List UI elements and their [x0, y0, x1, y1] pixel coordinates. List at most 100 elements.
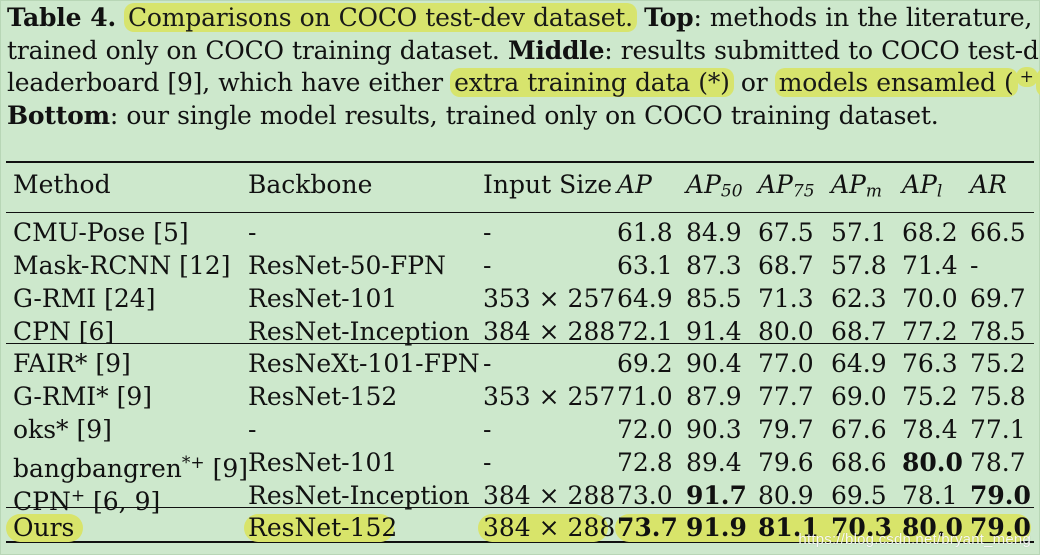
- row-highlight-2: [244, 514, 394, 542]
- cell-ap75: 71.3: [758, 284, 814, 313]
- table-header-row: Method Backbone Input Size AP AP50 AP75 …: [6, 169, 1034, 202]
- caption-segment: ).: [1035, 68, 1040, 97]
- cell-method: CPN [6]: [13, 317, 115, 346]
- header-rule: [6, 212, 1034, 213]
- caption-segment: [636, 3, 644, 32]
- cell-backbone: ResNet-152: [248, 382, 398, 411]
- cell-input-size: 384 × 288: [483, 481, 616, 510]
- caption-segment: models ensamled (: [774, 68, 1018, 97]
- cell-method: Mask-RCNN [12]: [13, 251, 231, 280]
- cell-input-size: 353 × 257: [483, 382, 616, 411]
- cell-ar: 78.7: [970, 448, 1026, 477]
- cell-input-size: -: [483, 349, 492, 378]
- cell-ap50: 91.7: [686, 481, 747, 510]
- cell-apm: 57.8: [831, 251, 887, 280]
- cell-method: CMU-Pose [5]: [13, 218, 189, 247]
- header-apl: APl: [902, 169, 974, 208]
- cell-ap: 72.1: [617, 317, 673, 346]
- cell-ar: 75.2: [970, 349, 1026, 378]
- cell-apm: 68.7: [831, 317, 887, 346]
- table-row: CPN [6] ResNet-Inception 384 × 288 72.1 91.4…: [6, 316, 1034, 348]
- header-backbone: Backbone: [248, 170, 373, 199]
- cell-ap: 72.0: [617, 415, 673, 444]
- cell-ap50: 87.3: [686, 251, 742, 280]
- header-apl-sub: l: [936, 181, 943, 202]
- method-superscript: *+: [181, 453, 205, 473]
- caption-segment: Middle: [507, 35, 605, 65]
- cell-apm: 67.6: [831, 415, 887, 444]
- cell-method: G-RMI* [9]: [13, 382, 153, 411]
- cell-ap50: 84.9: [686, 218, 742, 247]
- cell-ap50: 90.3: [686, 415, 742, 444]
- cell-input-size: -: [483, 415, 492, 444]
- caption-segment: Comparisons on COCO test-dev dataset.: [124, 3, 637, 32]
- cell-backbone: ResNeXt-101-FPN: [248, 349, 480, 378]
- caption-segment: Table 4.: [7, 3, 125, 32]
- cell-ap: 61.8: [617, 218, 673, 247]
- cell-ap50: 91.9: [686, 513, 747, 542]
- cell-ap50: 91.4: [686, 317, 742, 346]
- caption-line-1: Table 4. Comparisons on COCO test-dev da…: [7, 2, 1035, 35]
- cell-apm: 68.6: [831, 448, 887, 477]
- table-row: CMU-Pose [5] - - 61.8 84.9 67.5 57.1 68.2 66.5: [6, 217, 1034, 249]
- table-row: G-RMI [24] ResNet-101 353 × 257 64.9 85.5 71.…: [6, 283, 1034, 315]
- cell-ap50: 87.9: [686, 382, 742, 411]
- caption-segment: or: [732, 68, 776, 97]
- cell-ap50: 85.5: [686, 284, 742, 313]
- header-apl-main: AP: [902, 170, 937, 199]
- header-input-size: Input Size: [483, 170, 613, 199]
- cell-apl: 70.0: [902, 284, 958, 313]
- table-row: CPN+ [6, 9] ResNet-Inception 384 × 288 73.0…: [6, 480, 1034, 516]
- cell-method: oks* [9]: [13, 415, 112, 444]
- cell-apl: 71.4: [902, 251, 958, 280]
- table-row: oks* [9] - - 72.0 90.3 79.7 67.6 78.4 77.1: [6, 414, 1034, 446]
- header-ap50-sub: 50: [720, 181, 743, 202]
- header-ap50: AP50: [686, 169, 758, 208]
- caption-segment: extra training data (*): [450, 68, 734, 97]
- cell-ap: 69.2: [617, 349, 673, 378]
- watermark: https://blog.csdn.net/bryant_meng: [798, 531, 1031, 548]
- cell-ar: 79.0: [970, 481, 1031, 510]
- caption-line-3: leaderboard [9], which have either extra…: [7, 66, 1040, 100]
- caption-segment: : results submitted to COCO test-dev: [604, 35, 1040, 65]
- cell-ap75: 77.7: [758, 382, 814, 411]
- cell-ap50: 90.4: [686, 349, 742, 378]
- row-highlight-4: [615, 514, 1031, 542]
- caption-line-4: Bottom: our single model results, traine…: [7, 100, 1035, 133]
- cell-apm: 62.3: [831, 284, 887, 313]
- cell-backbone: -: [248, 415, 257, 444]
- cell-backbone: ResNet-152: [248, 513, 398, 542]
- cell-backbone: ResNet-50-FPN: [248, 251, 446, 280]
- table-caption: Table 4. Comparisons on COCO test-dev da…: [7, 2, 1040, 133]
- cell-backbone: ResNet-Inception: [248, 481, 470, 510]
- cell-apm: 70.3: [831, 513, 892, 542]
- cell-ap: 72.8: [617, 448, 673, 477]
- caption-line-2: trained only on COCO training dataset. M…: [7, 35, 1040, 68]
- caption-segment: +: [1015, 66, 1038, 87]
- cell-apl: 76.3: [902, 349, 958, 378]
- header-ap50-main: AP: [686, 170, 721, 199]
- cell-method: bangbangren*+ [9]: [13, 447, 248, 485]
- cell-apl: 78.1: [902, 481, 958, 510]
- header-ap75: AP75: [758, 169, 830, 208]
- caption-segment: trained only on COCO training dataset.: [7, 35, 508, 65]
- header-ap: AP: [617, 170, 652, 199]
- cell-ap75: 80.0: [758, 317, 814, 346]
- cell-backbone: ResNet-Inception: [248, 317, 470, 346]
- caption-segment: : methods in the literature,: [693, 3, 1033, 32]
- header-ap75-sub: 75: [792, 181, 815, 202]
- cell-ar: 78.5: [970, 317, 1026, 346]
- cell-ar: -: [970, 251, 979, 280]
- cell-apm: 69.0: [831, 382, 887, 411]
- cell-ar: 69.7: [970, 284, 1026, 313]
- cell-ap75: 80.9: [758, 481, 814, 510]
- method-superscript: +: [70, 486, 86, 506]
- header-apm: APm: [831, 169, 903, 208]
- table-row: FAIR* [9] ResNeXt-101-FPN - 69.2 90.4 77.0 64.…: [6, 348, 1034, 380]
- caption-segment: leaderboard [9], which have either: [7, 68, 452, 97]
- cell-backbone: ResNet-101: [248, 448, 398, 477]
- cell-ar: 66.5: [970, 218, 1026, 247]
- cell-method: G-RMI [24]: [13, 284, 156, 313]
- cell-ap75: 68.7: [758, 251, 814, 280]
